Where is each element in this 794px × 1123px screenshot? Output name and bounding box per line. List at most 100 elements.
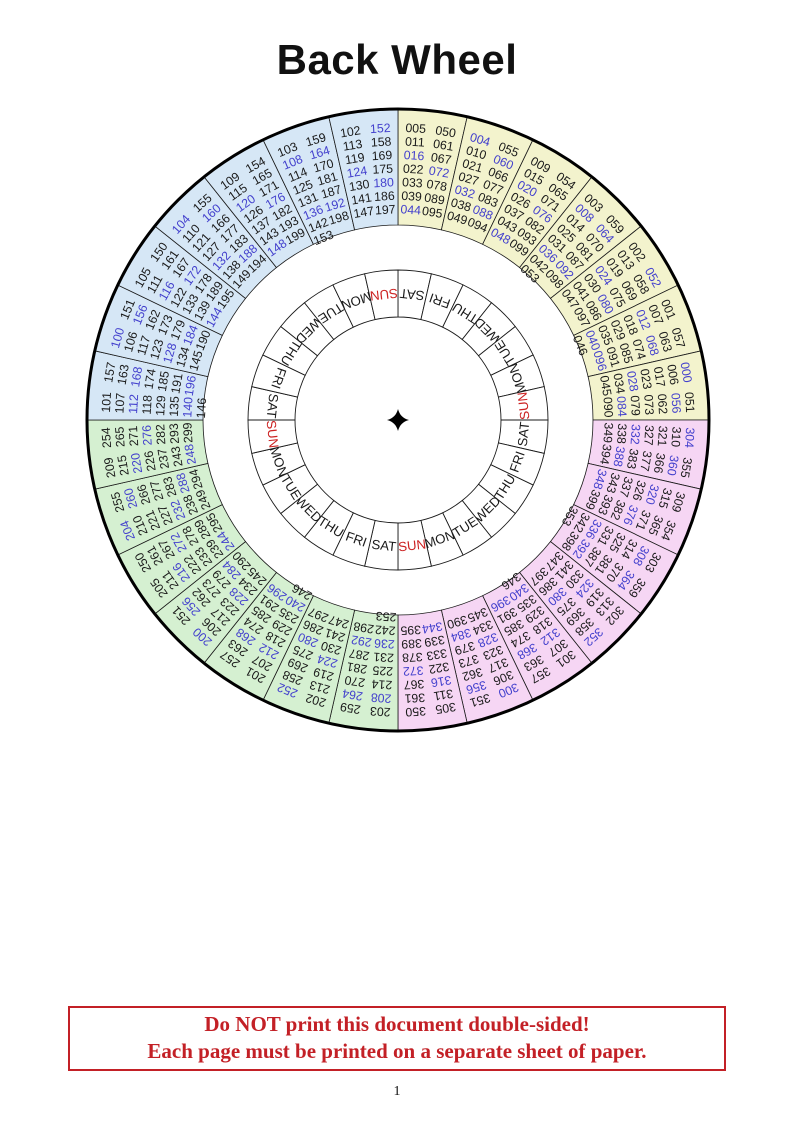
year-number: 315: [656, 486, 675, 510]
year-number: 377: [637, 450, 654, 473]
year-number: 101: [99, 391, 114, 412]
year-number: 309: [669, 490, 688, 514]
day-cell: [364, 269, 399, 321]
year-number: 321: [655, 425, 670, 446]
year-number: 225: [372, 663, 393, 678]
day-label: FRI: [507, 449, 528, 474]
year-number: 214: [371, 677, 392, 692]
day-label: SAT: [399, 286, 425, 304]
year-number: 271: [126, 425, 141, 446]
year-number: 310: [668, 426, 683, 447]
year-number: 072: [428, 164, 451, 181]
year-number: 181: [316, 169, 340, 188]
year-number: 038: [449, 195, 473, 214]
year-number: 351: [468, 691, 492, 710]
year-number: 146: [194, 397, 209, 418]
year-number: 016: [403, 148, 424, 163]
year-number: 135: [167, 396, 182, 417]
year-number: 350: [405, 704, 426, 719]
year-number: 090: [600, 397, 615, 418]
year-number: 304: [682, 427, 697, 448]
year-number: 145: [186, 349, 205, 373]
print-warning-line1: Do NOT print this document double-sided!: [204, 1012, 590, 1036]
year-number: 209: [101, 456, 118, 479]
year-number: 378: [402, 650, 423, 665]
day-label: SAT: [264, 393, 282, 419]
year-number: 316: [430, 673, 453, 690]
year-number: 287: [348, 646, 371, 663]
year-number: 021: [461, 156, 485, 175]
year-number: 186: [374, 189, 395, 204]
year-number: 288: [173, 471, 192, 495]
year-number: 384: [449, 625, 473, 644]
year-number: 366: [651, 452, 668, 475]
year-number: 100: [108, 326, 127, 350]
year-number: 158: [370, 134, 391, 149]
year-number: 107: [112, 392, 127, 413]
year-number: 049: [445, 208, 469, 227]
year-number: 068: [643, 334, 662, 358]
quadrant-blue: 1011071121181291351401461571631681741851…: [86, 108, 399, 421]
year-number: 134: [173, 345, 192, 369]
year-number: 379: [453, 638, 477, 657]
year-number: 089: [423, 190, 446, 207]
year-number: 187: [319, 182, 343, 201]
year-number: 140: [180, 396, 195, 417]
year-number: 362: [461, 665, 485, 684]
day-label: SUN: [369, 286, 398, 304]
year-number: 241: [323, 625, 347, 644]
year-number: 253: [375, 609, 396, 624]
print-warning-box: Do NOT print this document double-sided!…: [68, 1006, 726, 1071]
year-number: 056: [668, 392, 683, 413]
year-number: 141: [350, 190, 373, 207]
year-number: 383: [624, 447, 641, 470]
year-number: 219: [312, 665, 336, 684]
year-number: 292: [350, 632, 373, 649]
year-number: 168: [128, 365, 145, 388]
year-number: 254: [99, 427, 114, 448]
year-number: 084: [614, 396, 629, 417]
year-number: 196: [182, 374, 199, 397]
year-number: 283: [160, 475, 179, 499]
year-number: 102: [339, 123, 362, 140]
year-number: 202: [304, 691, 328, 710]
year-number: 170: [312, 156, 336, 175]
year-number: 338: [614, 423, 629, 444]
year-number: 294: [186, 467, 205, 491]
day-label: SUN: [514, 391, 532, 420]
year-number: 390: [445, 612, 469, 631]
year-number: 017: [651, 366, 668, 389]
year-number: 091: [603, 345, 622, 369]
day-label: SUN: [397, 536, 426, 554]
year-number: 373: [457, 652, 481, 671]
year-number: 034: [610, 372, 627, 395]
page-number: 1: [393, 1084, 401, 1099]
year-number: 248: [182, 443, 199, 466]
year-number: 220: [128, 452, 145, 475]
year-number: 231: [373, 650, 394, 665]
year-number: 033: [402, 175, 423, 190]
year-number: 327: [641, 425, 656, 446]
year-number: 032: [453, 182, 477, 201]
wheel-outer-rim: [85, 107, 711, 733]
year-number: 264: [341, 686, 364, 703]
year-number: 045: [597, 374, 614, 397]
year-number: 311: [432, 686, 454, 703]
year-number: 067: [430, 150, 453, 167]
year-number: 063: [656, 330, 675, 354]
year-number: 061: [432, 137, 455, 154]
year-number: 044: [400, 202, 421, 217]
year-number: 062: [655, 393, 670, 414]
year-number: 203: [369, 704, 390, 719]
year-number: 356: [464, 678, 488, 697]
year-number: 113: [342, 137, 364, 154]
print-warning-line2: Each page must be printed on a separate …: [147, 1039, 647, 1063]
year-number: 208: [370, 690, 391, 705]
center-registration-mark: [387, 409, 409, 431]
day-ring: SAT FRITHUWEDTUEMONSUNSATFRITHUWEDTUEMONS…: [247, 269, 549, 571]
year-number: 367: [403, 677, 424, 692]
year-number: 270: [343, 673, 366, 690]
year-number: 242: [374, 622, 395, 637]
year-number: 191: [168, 372, 185, 395]
